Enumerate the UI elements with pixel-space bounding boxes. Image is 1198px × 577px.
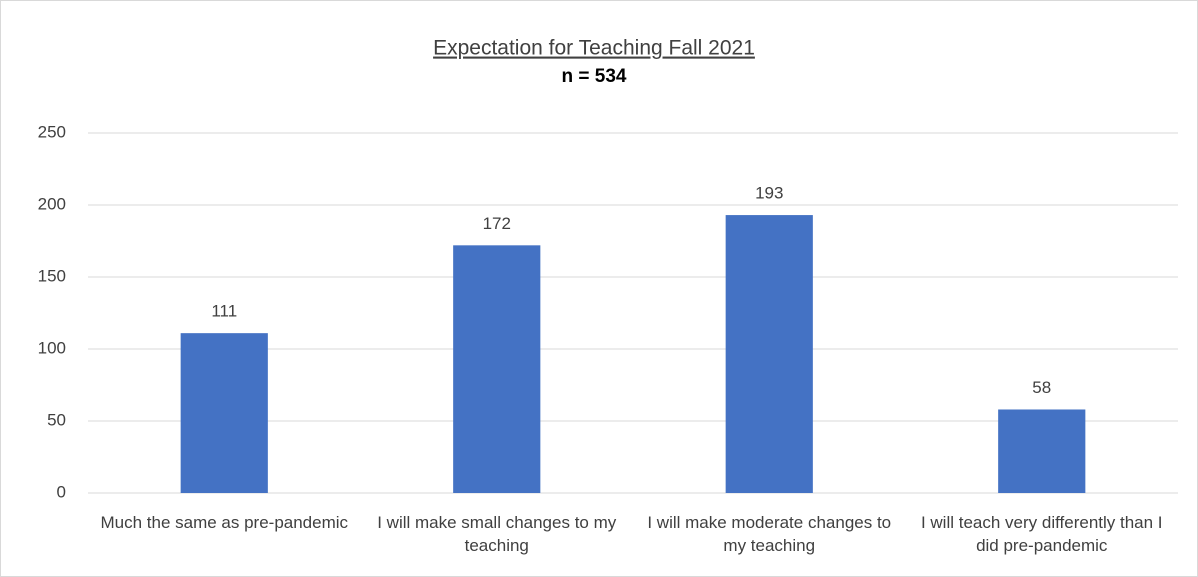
data-label: 172 xyxy=(483,214,511,233)
bar xyxy=(180,333,268,493)
data-label: 58 xyxy=(1032,378,1051,397)
bar xyxy=(998,409,1086,493)
y-tick-label: 100 xyxy=(38,338,66,357)
bar xyxy=(453,245,541,493)
x-tick-label: I will make small changes to my teaching xyxy=(377,513,617,555)
chart-title: Expectation for Teaching Fall 2021 xyxy=(433,37,755,60)
data-label: 193 xyxy=(755,184,783,203)
y-tick-label: 0 xyxy=(57,482,66,501)
y-tick-label: 50 xyxy=(47,410,66,429)
bar xyxy=(725,215,813,493)
y-tick-label: 200 xyxy=(38,194,66,213)
chart-subtitle: n = 534 xyxy=(562,66,627,87)
x-tick-label: I will make moderate changes to my teachi… xyxy=(647,513,891,555)
x-tick-label: Much the same as pre-pandemic xyxy=(100,513,348,532)
y-tick-label: 150 xyxy=(38,266,66,285)
data-label: 111 xyxy=(211,302,237,321)
y-tick-label: 250 xyxy=(38,122,66,141)
